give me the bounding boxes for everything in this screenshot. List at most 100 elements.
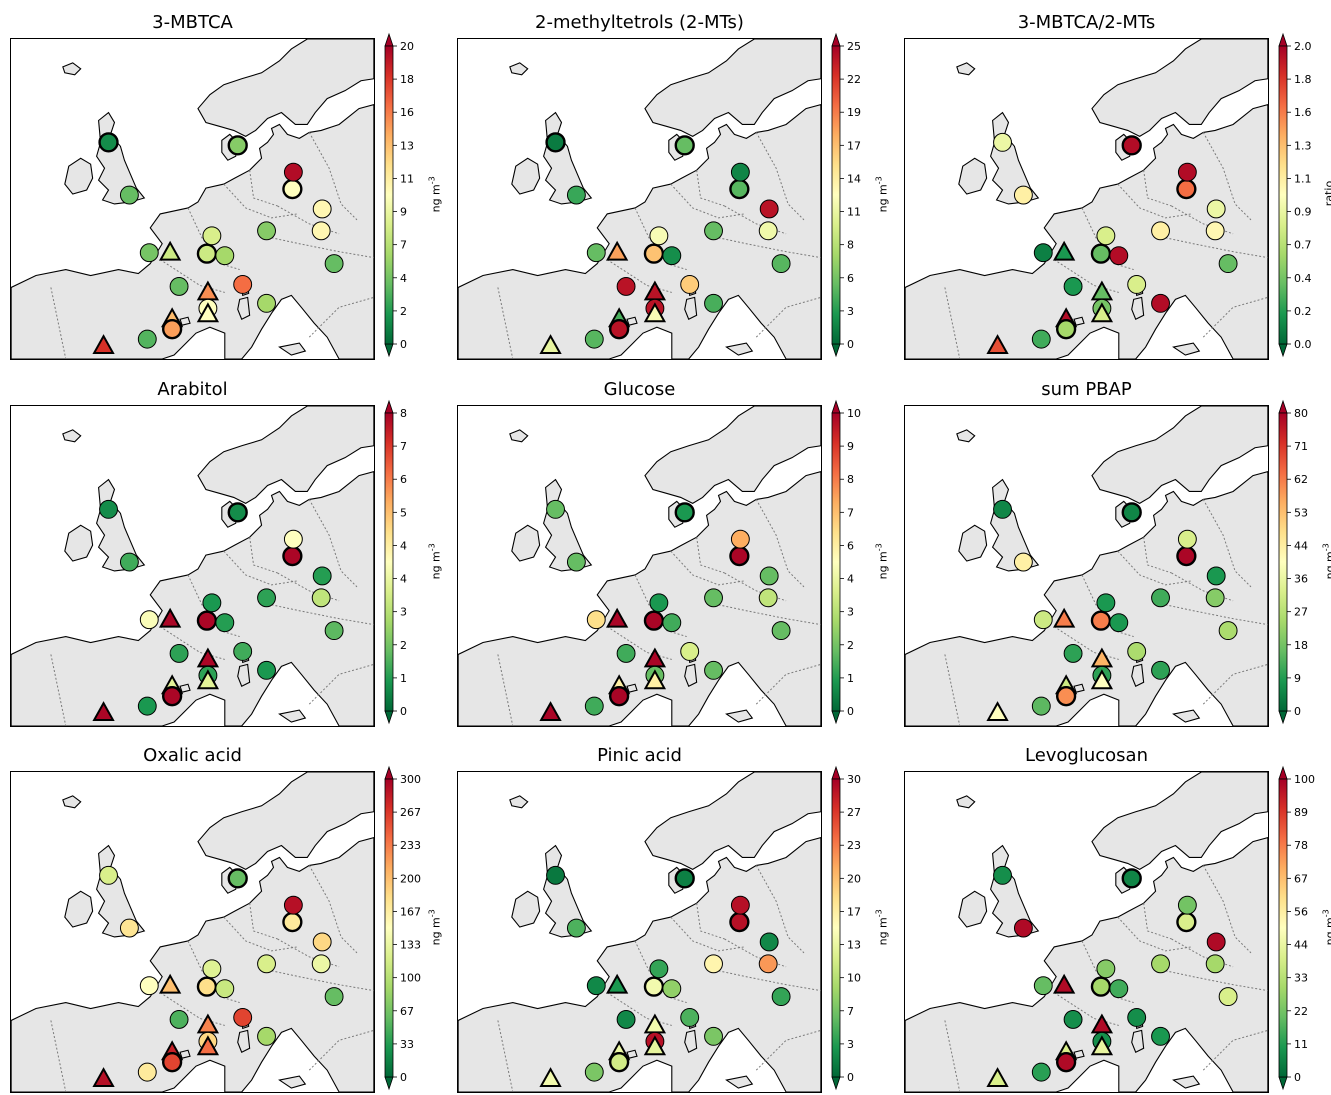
site-marker-circle [1152,294,1170,312]
colorbar-tick-label: 100 [400,972,421,985]
colorbar-tick-label: 0.0 [1294,338,1312,351]
coastline [959,158,987,194]
site-marker-circle [676,503,694,521]
colorbar-tick-label: 6 [400,473,407,486]
colorbar-extend-min [385,1077,393,1089]
site-marker-circle [759,589,777,607]
site-marker-circle [705,1027,723,1045]
colorbar-label: ng m-3 [875,531,890,591]
colorbar-tick-label: 300 [400,773,421,786]
colorbar-gradient [385,779,393,1077]
coastline [512,525,540,561]
site-marker-circle [731,530,749,548]
coastline [279,1076,305,1088]
colorbar-tick-label: 7 [400,239,407,252]
coastline [180,684,190,692]
colorbar-tick-label: 2 [400,305,407,318]
site-marker-circle [585,1063,603,1081]
site-marker-circle [650,227,668,245]
colorbar-tick-label: 20 [847,872,861,885]
panel-title: 3-MBTCA/2-MTs [904,12,1269,33]
site-marker-circle [1097,594,1115,612]
site-marker-circle [547,866,565,884]
site-marker-circle [705,955,723,973]
colorbar-tick-label: 0.7 [1294,239,1312,252]
colorbar-tick-label: 11 [1294,1038,1308,1051]
colorbar-tick-label: 0 [847,1071,854,1084]
site-marker-circle [650,960,668,978]
colorbar-tick-label: 3 [847,305,854,318]
colorbar-tick-label: 22 [1294,1005,1308,1018]
map-frame [10,771,375,1093]
colorbar-tick-label: 0 [1294,1071,1301,1084]
colorbar-tick-label: 100 [1294,773,1315,786]
site-marker-circle [705,661,723,679]
site-marker-circle [772,622,790,640]
colorbar-tick-label: 80 [1294,407,1308,420]
site-marker-circle [325,622,343,640]
site-marker-circle [681,643,699,661]
colorbar-tick-label: 1 [400,672,407,685]
colorbar-gradient [1279,779,1287,1077]
site-marker-circle [203,960,221,978]
site-marker-circle [313,200,331,218]
site-marker-circle [258,294,276,312]
colorbar-tick-label: 10 [847,972,861,985]
site-marker-circle [258,661,276,679]
site-marker-circle [1064,1011,1082,1029]
site-marker-circle [1034,611,1052,629]
colorbar-label: ng m-3 [875,164,890,224]
site-marker-circle [312,955,330,973]
site-marker-circle [760,200,778,218]
coastline [627,317,637,325]
colorbar-tick-label: 20 [400,40,414,53]
coastline [65,891,93,927]
colorbar-tick-label: 267 [400,806,421,819]
colorbar-tick-label: 7 [400,440,407,453]
site-marker-circle [138,1063,156,1081]
site-marker-circle [772,255,790,273]
site-marker-circle [1128,643,1146,661]
colorbar-tick-label: 78 [1294,839,1308,852]
colorbar-tick-label: 9 [400,206,407,219]
coastline [63,796,81,808]
map-svg [458,406,821,726]
coastline [1074,684,1084,692]
colorbar-tick-label: 89 [1294,806,1308,819]
colorbar-tick-label: 14 [847,172,861,185]
map-frame [457,771,822,1093]
site-marker-circle [1177,180,1195,198]
site-marker-circle [731,896,749,914]
site-marker-circle [1034,977,1052,995]
site-marker-circle [234,1009,252,1027]
colorbar-extend-max [1279,34,1287,46]
site-marker-circle [120,919,138,937]
colorbar-tick-label: 67 [1294,872,1308,885]
colorbar-tick-label: 8 [847,473,854,486]
site-marker-circle [1128,276,1146,294]
map-svg [905,39,1268,359]
site-marker-circle [1092,978,1110,996]
panel-title: Arabitol [10,379,375,400]
panel-title: Glucose [457,379,822,400]
site-marker-circle [681,276,699,294]
colorbar-tick-label: 56 [1294,905,1308,918]
site-marker-circle [587,977,605,995]
site-marker-circle [681,1009,699,1027]
colorbar-label: ng m-3 [875,897,890,957]
colorbar-extend-max [1279,401,1287,413]
land-layer [458,772,821,1092]
panel-title: 2-methyltetrols (2-MTs) [457,12,822,33]
colorbar-tick-label: 3 [847,606,854,619]
colorbar-tick-label: 16 [400,106,414,119]
site-marker-circle [617,645,635,663]
coastline [510,796,528,808]
site-marker-circle [140,611,158,629]
site-marker-circle [100,866,118,884]
site-marker-circle [610,1053,628,1071]
colorbar-tick-label: 1.8 [1294,73,1312,86]
site-marker-circle [676,869,694,887]
map-frame [457,405,822,727]
colorbar-tick-label: 2 [847,639,854,652]
site-marker-circle [325,988,343,1006]
